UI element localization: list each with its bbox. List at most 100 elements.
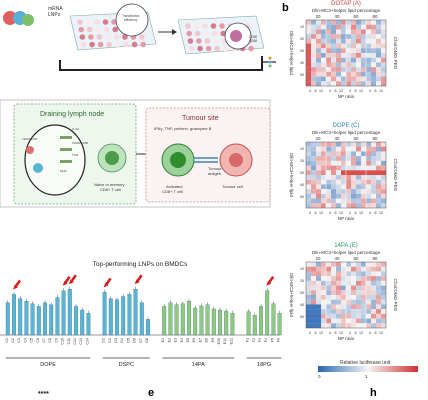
heatmap-cell (381, 318, 387, 324)
heatmap-cell (356, 175, 362, 180)
heatmap-cell (356, 34, 362, 39)
heatmap-cell (321, 156, 327, 161)
heatmap-cell (321, 48, 327, 54)
heatmap-cell (316, 304, 322, 310)
bar-D7 (139, 302, 144, 336)
heatmap-cell (321, 198, 327, 204)
heatmap-cell (306, 165, 312, 171)
heatmap-cell (376, 304, 382, 310)
heatmap-cell (346, 276, 352, 281)
heatmap-cell (321, 290, 327, 296)
tumour-site-title: Tumour site (182, 115, 219, 122)
heatmap-cell (351, 43, 357, 49)
panel-letter-h: h (370, 387, 377, 399)
bar-label: E5 (186, 338, 190, 342)
heatmap-cell (356, 170, 362, 176)
heatmap-cell (376, 313, 382, 319)
heatmap-cell (326, 71, 332, 77)
heatmap-cell (381, 262, 387, 267)
bar-F2 (252, 315, 257, 336)
heatmap-cell (361, 290, 367, 296)
heatmap-cell (361, 285, 367, 291)
heatmap-cell (361, 318, 367, 324)
heatmap-cell (346, 76, 352, 82)
bar-label: F3 (258, 338, 262, 342)
heatmap-bottom-tick: 4 (349, 211, 351, 215)
heatmap-cell (381, 43, 387, 49)
heatmap-cell (361, 304, 367, 310)
heatmap-cell (371, 299, 377, 305)
bar-C5 (30, 303, 35, 336)
well (214, 45, 220, 52)
heatmap-cell (336, 203, 342, 209)
heatmap-cell (371, 280, 377, 286)
heatmap-cell (346, 262, 352, 267)
heatmap-cell (346, 189, 352, 194)
heatmap-cell (321, 142, 327, 147)
heatmap-cell (356, 62, 362, 68)
heatmap-cell (341, 285, 347, 291)
heatmap-cell (306, 262, 312, 267)
heatmap-cell (341, 309, 347, 314)
heatmap-cell (371, 142, 377, 147)
heatmap-cell (321, 67, 327, 72)
heatmap-cell (346, 24, 352, 30)
well (131, 41, 138, 48)
heatmap-cell (351, 142, 357, 147)
heatmap-cell (376, 309, 382, 314)
heatmap-cell (371, 175, 377, 180)
heatmap-cell (321, 34, 327, 39)
bar-D5 (127, 294, 132, 336)
heatmap-cell (366, 29, 372, 35)
heatmap-cell (306, 175, 312, 180)
heatmap-cell (326, 146, 332, 152)
bar-F1 (246, 311, 251, 336)
heatmap-cell (356, 29, 362, 35)
heatmap-cell (351, 323, 357, 329)
heatmap-cell (306, 290, 312, 296)
heatmap-cell (351, 48, 357, 54)
heatmap-cell (331, 53, 337, 58)
heatmap-cell (326, 193, 332, 199)
heatmap-cell (346, 57, 352, 63)
heatmap-title: DOTAP (A) (331, 1, 361, 7)
heatmap-cell (336, 198, 342, 204)
bar-label: F4 (264, 338, 268, 342)
heatmap-cell (326, 266, 332, 272)
heatmap-cell (326, 38, 332, 44)
heatmap-cell (381, 304, 387, 310)
bar-chart-title: Top-performing LNPs on BMDCs (93, 261, 188, 268)
heatmap-cell (361, 203, 367, 209)
heatmap-cell (316, 146, 322, 152)
bar-label: E6 (192, 338, 196, 342)
heatmap-cell (321, 20, 327, 25)
heatmap-cell (326, 57, 332, 63)
heatmap-cell (366, 313, 372, 319)
heatmap-bottom-tick: 12 (359, 211, 363, 215)
heatmap-cell (356, 160, 362, 166)
heatmap-cell (336, 165, 342, 171)
heatmap-cell (306, 170, 312, 176)
heatmap-bottom-tick: 12 (359, 331, 363, 335)
bar-D4 (121, 296, 126, 336)
heatmap-cell (371, 313, 377, 319)
heatmap-cell (321, 38, 327, 44)
schematic-small-label: CD80/CD86 (72, 141, 89, 145)
heatmap-top-label: Dlin-MC3+helper lipid percentage (312, 250, 381, 255)
heatmap-cell (381, 165, 387, 171)
heatmap-cell (336, 318, 342, 324)
heatmap-cell (316, 309, 322, 314)
heatmap-cell (331, 323, 337, 329)
heatmap-cell (306, 29, 312, 35)
heatmap-cell (381, 184, 387, 190)
heatmap-cell (351, 165, 357, 171)
heatmap-cell (311, 48, 317, 54)
heatmap-cell (356, 151, 362, 157)
heatmap-cell (341, 34, 347, 39)
well (94, 19, 100, 25)
heatmap-cell (341, 71, 347, 77)
bar-C4 (24, 301, 29, 336)
schematic-small-label: IL-12 (72, 127, 79, 131)
heatmap-cell (346, 280, 352, 286)
heatmap-cell (351, 318, 357, 324)
